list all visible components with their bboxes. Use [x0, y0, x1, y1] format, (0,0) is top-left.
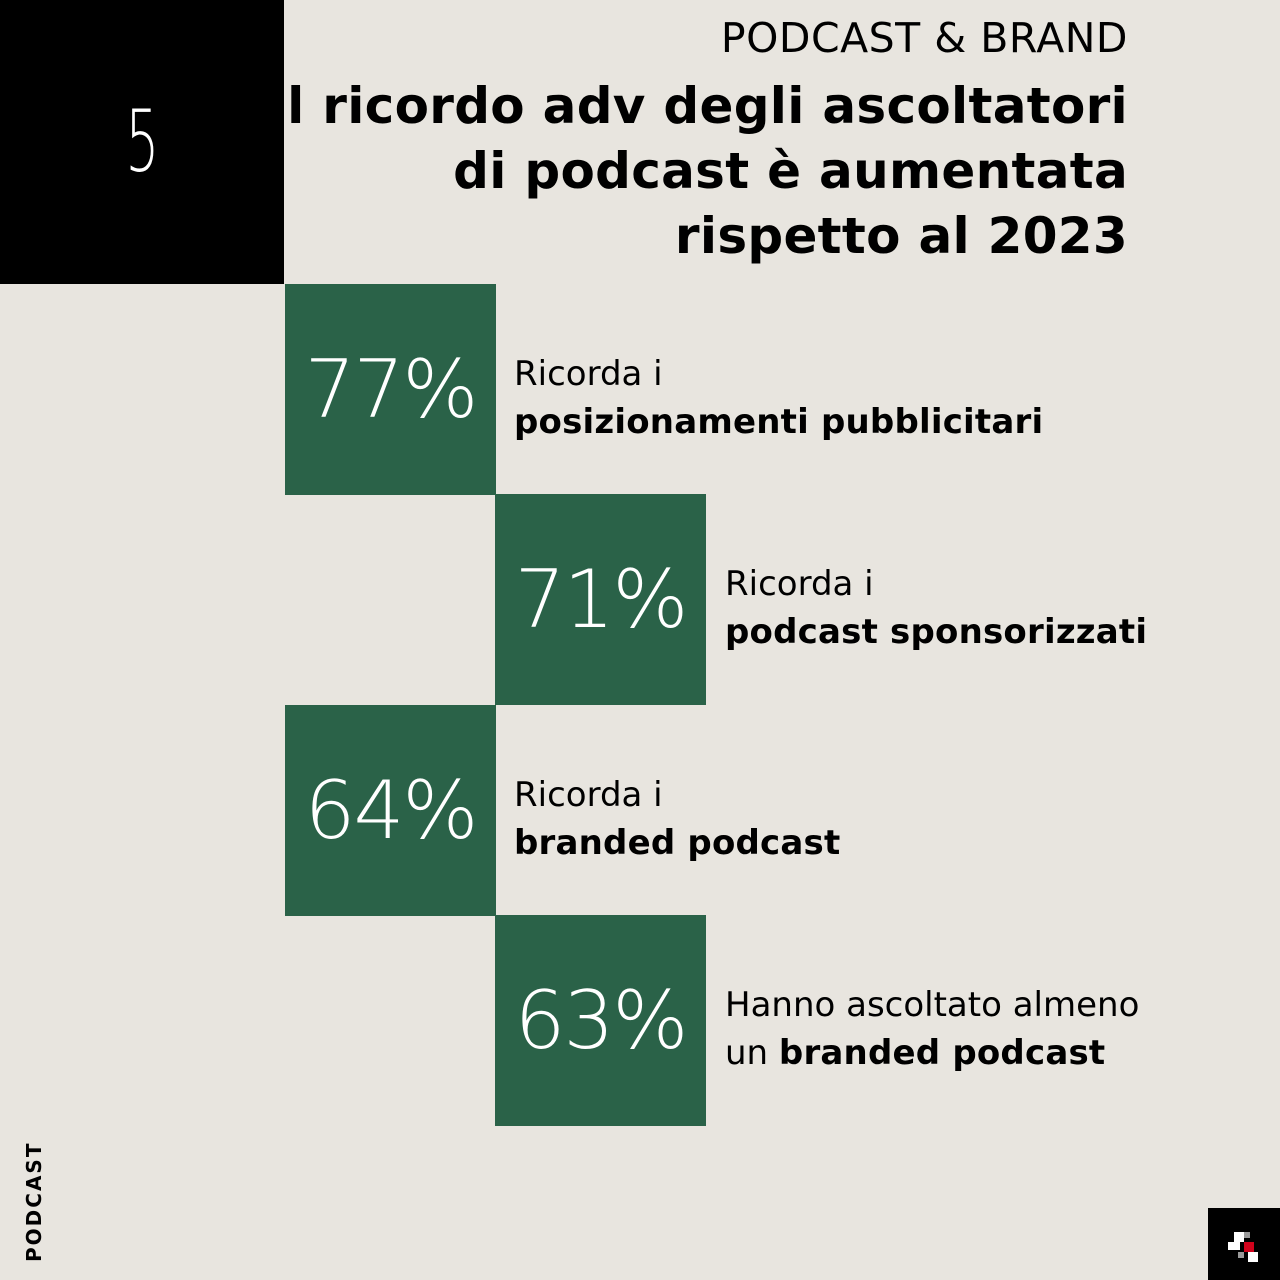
stat-value-4: 63% — [514, 973, 689, 1067]
stat-value-2: 71% — [514, 552, 689, 646]
stat-caption-4-bold: branded podcast — [778, 1033, 1106, 1073]
stat-caption-2-bold: podcast sponsorizzati — [725, 612, 1148, 652]
brand-logo-icon — [1208, 1208, 1280, 1280]
stat-caption-1-bold: posizionamenti pubblicitari — [514, 402, 1044, 442]
stat-value-1: 77% — [304, 342, 479, 436]
section-kicker: PODCAST & BRAND — [720, 14, 1128, 62]
slide-number: 5 — [125, 92, 159, 192]
stat-caption-3-line1: Ricorda i — [514, 775, 663, 815]
stat-caption-1-line1: Ricorda i — [514, 354, 663, 394]
headline: Il ricordo adv degli ascoltatori di podc… — [268, 77, 1128, 265]
stat-caption-2-line1: Ricorda i — [725, 564, 874, 604]
stat-caption-1: Ricorda i posizionamenti pubblicitari — [514, 350, 1043, 446]
stat-box-1: 77% — [285, 284, 496, 495]
slide-number-box: 5 — [0, 0, 284, 284]
stat-caption-3: Ricorda i branded podcast — [514, 771, 840, 867]
stat-caption-2: Ricorda i podcast sponsorizzati — [725, 560, 1147, 656]
side-label: PODCAST — [22, 1141, 46, 1262]
stat-value-3: 64% — [304, 763, 479, 857]
stat-box-4: 63% — [495, 915, 706, 1126]
stat-caption-4-prefix: un — [725, 1033, 779, 1073]
stat-box-2: 71% — [495, 494, 706, 705]
stat-caption-4: Hanno ascoltato almeno un branded podcas… — [725, 981, 1139, 1077]
stat-caption-3-bold: branded podcast — [514, 823, 841, 863]
stat-caption-4-line1: Hanno ascoltato almeno — [725, 985, 1140, 1025]
stat-box-3: 64% — [285, 705, 496, 916]
